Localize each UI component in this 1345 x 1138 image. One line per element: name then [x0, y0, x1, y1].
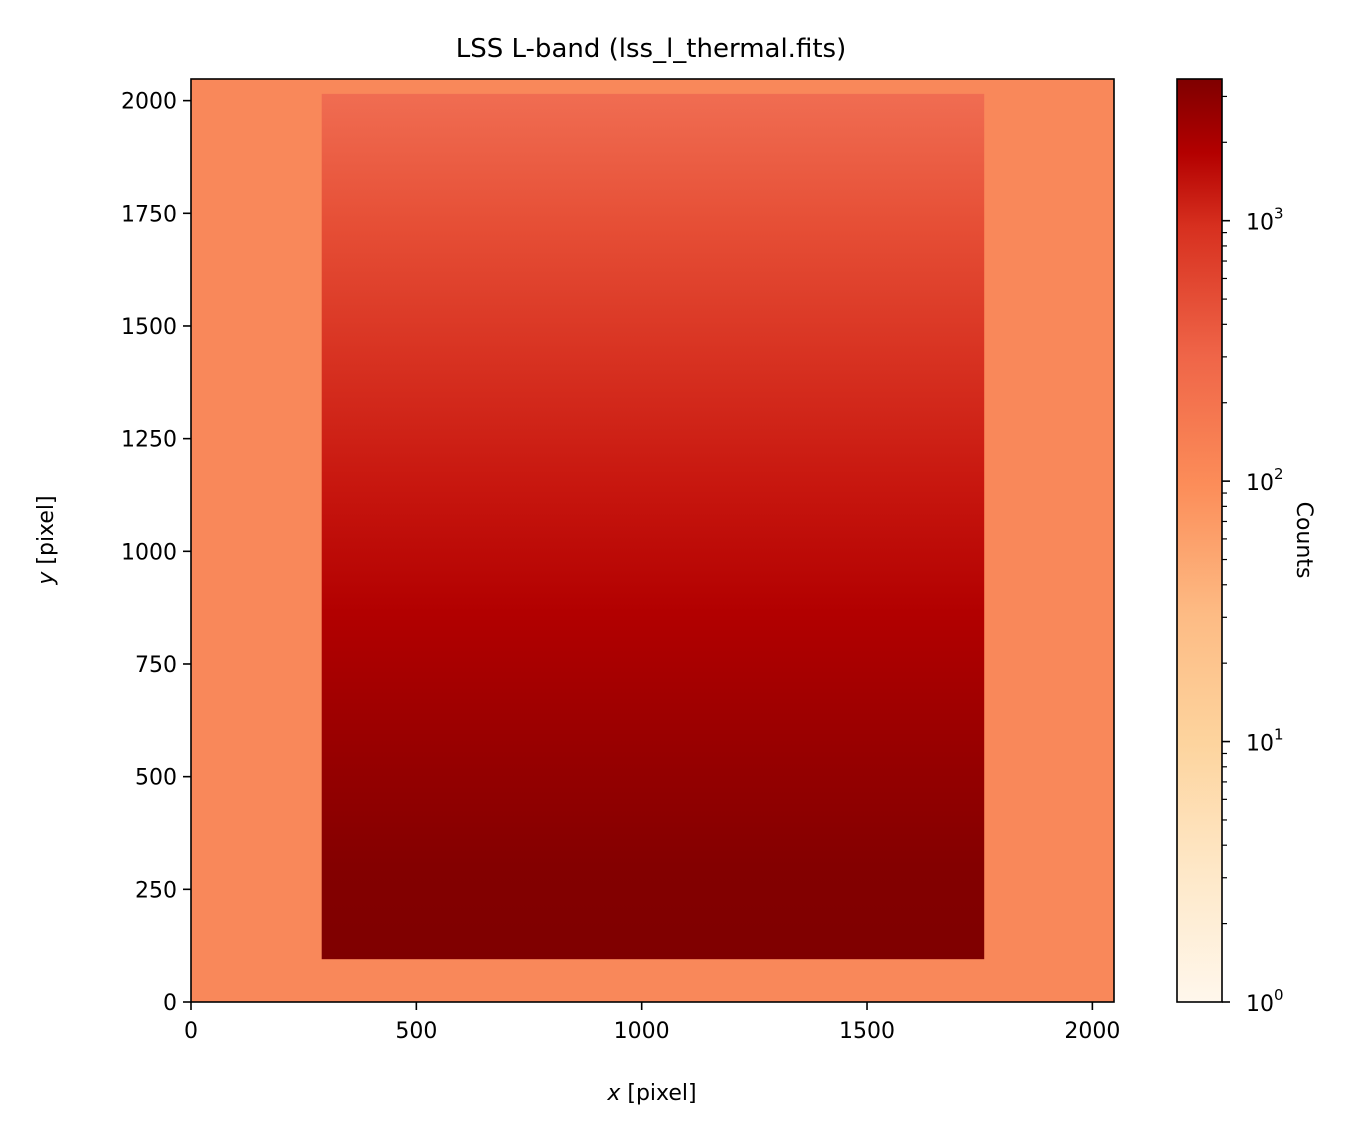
y-tick-label: 500	[135, 766, 177, 791]
x-tick-label: 1500	[839, 1019, 895, 1044]
y-tick-label: 1000	[121, 540, 177, 565]
x-tick-label: 500	[395, 1019, 437, 1044]
x-tick-label: 2000	[1064, 1019, 1120, 1044]
chart-title: LSS L-band (lss_l_thermal.fits)	[456, 34, 846, 64]
y-tick-label: 0	[163, 991, 177, 1016]
x-tick-label: 1000	[614, 1019, 670, 1044]
colorbar-tick-label: 102	[1246, 465, 1284, 496]
colorbar-tick-label: 100	[1246, 986, 1284, 1017]
colorbar-tick-label: 103	[1246, 205, 1284, 236]
y-tick-label: 2000	[121, 90, 177, 115]
y-tick-label: 250	[135, 878, 177, 903]
y-tick-label: 1500	[121, 315, 177, 340]
colorbar-tick-label: 101	[1246, 726, 1284, 757]
y-axis-ticks: 0 250 500 750 1000 1250 1500 1750 2000	[121, 90, 191, 1016]
y-tick-label: 1250	[121, 428, 177, 453]
colorbar-label: Counts	[1291, 502, 1316, 579]
y-tick-label: 750	[135, 653, 177, 678]
illuminated-slit-region	[321, 93, 985, 960]
colorbar-ticks: 100 101 102 103	[1222, 95, 1284, 1017]
y-tick-label: 1750	[121, 202, 177, 227]
x-tick-label: 0	[184, 1019, 198, 1044]
axes-frame	[190, 78, 1115, 1003]
colorbar	[1176, 78, 1223, 1003]
x-axis-label: x [pixel]	[606, 1081, 696, 1106]
x-axis-ticks: 0 500 1000 1500 2000	[184, 1002, 1120, 1044]
y-axis-label: y [pixel]	[34, 495, 59, 585]
